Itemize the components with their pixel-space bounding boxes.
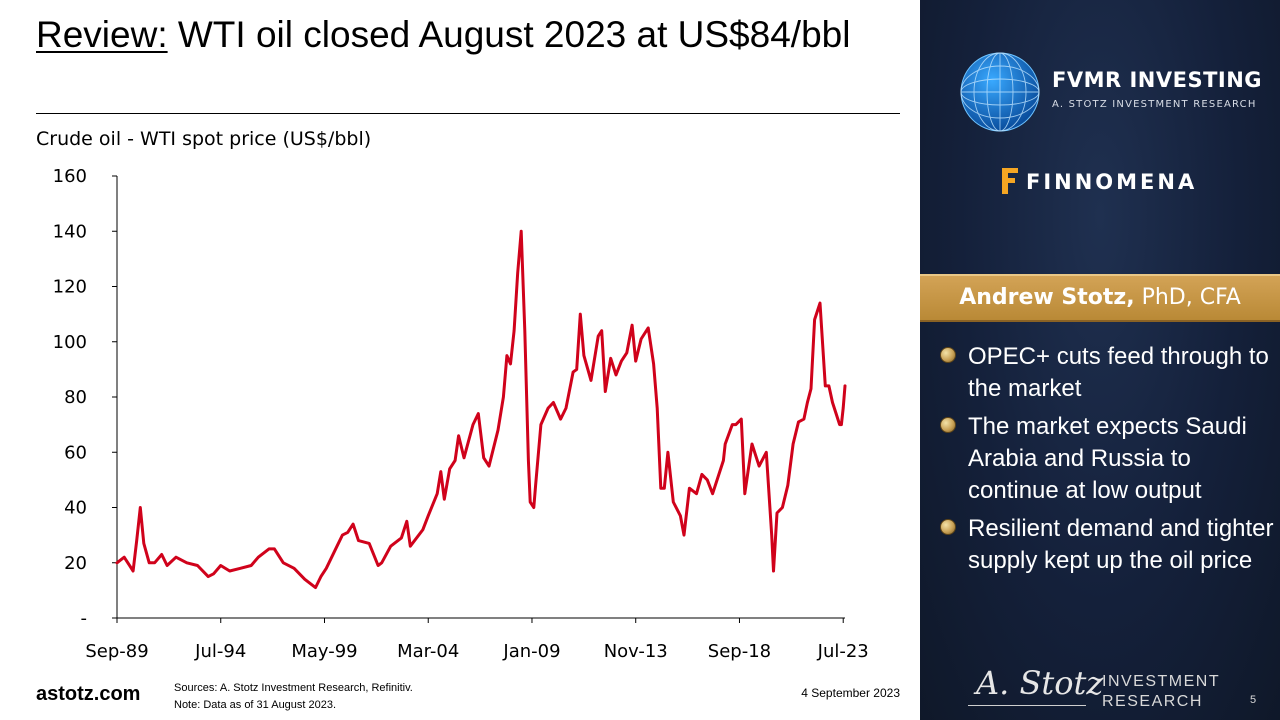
wti-price-chart: - 20 40 60 80 100 120 140 160 Sep-89 Jul-94 May-99 M…: [53, 166, 869, 662]
title-prefix: Review:: [36, 14, 168, 55]
key-point-text: The market expects Saudi Arabia and Russ…: [968, 413, 1247, 504]
bullet-dot-icon: [940, 347, 956, 363]
y-tick-label: 160: [53, 166, 87, 187]
y-tick-label: 60: [64, 442, 87, 463]
bullet-dot-icon: [940, 417, 956, 433]
signature-logo: A. Stotz: [976, 664, 1104, 702]
key-point-text: OPEC+ cuts feed through to the market: [968, 343, 1269, 402]
author-banner: Andrew Stotz, PhD, CFA: [920, 274, 1280, 322]
y-tick-label: 80: [64, 387, 87, 408]
title-rest: WTI oil closed August 2023 at US$84/bbl: [167, 14, 851, 55]
x-tick-label: May-99: [291, 641, 357, 662]
y-tick-label: 20: [64, 553, 87, 574]
finnomena-brand-name: FINNOMENA: [1026, 170, 1198, 194]
investment-research-wordmark: INVESTMENT RESEARCH: [1102, 672, 1220, 712]
side-panel: FVMR INVESTING A. STOTZ INVESTMENT RESEA…: [920, 0, 1280, 720]
fvmr-brand-subtitle: A. STOTZ INVESTMENT RESEARCH: [1052, 99, 1257, 110]
wti-price-line: [115, 229, 847, 590]
note-line: Note: Data as of 31 August 2023.: [174, 699, 337, 711]
y-tick-label: 120: [53, 277, 87, 298]
y-tick-label: -: [81, 608, 88, 629]
finnomena-f-icon: [1002, 168, 1018, 194]
key-point: OPEC+ cuts feed through to the market: [938, 341, 1278, 405]
chart-title: Crude oil - WTI spot price (US$/bbl): [36, 128, 372, 150]
y-tick-label: 140: [53, 221, 87, 242]
bullet-dot-icon: [940, 519, 956, 535]
x-tick-label: Sep-89: [85, 641, 148, 662]
author-name: Andrew Stotz,: [959, 285, 1135, 310]
wordmark-line-2: RESEARCH: [1102, 693, 1203, 710]
y-tick-label: 40: [64, 498, 87, 519]
y-tick-label: 100: [53, 332, 87, 353]
x-tick-label: Mar-04: [397, 641, 459, 662]
x-tick-label: Jul-23: [817, 641, 869, 662]
wordmark-line-1: INVESTMENT: [1102, 673, 1221, 690]
fvmr-brand-name: FVMR INVESTING: [1052, 68, 1263, 92]
title-divider: [36, 113, 900, 114]
footer-website[interactable]: astotz.com: [36, 683, 141, 705]
signature-underline: [968, 705, 1086, 706]
x-tick-label: Jan-09: [502, 641, 560, 662]
key-point: The market expects Saudi Arabia and Russ…: [938, 411, 1278, 507]
x-tick-label: Sep-18: [708, 641, 771, 662]
x-tick-label: Nov-13: [604, 641, 668, 662]
x-tick-label: Jul-94: [194, 641, 246, 662]
author-credentials: PhD, CFA: [1134, 285, 1241, 310]
globe-icon: [960, 52, 1040, 132]
key-point-text: Resilient demand and tighter supply kept…: [968, 515, 1274, 574]
sources-line: Sources: A. Stotz Investment Research, R…: [174, 682, 413, 694]
footer-date: 4 September 2023: [801, 686, 900, 700]
footer-sources: Sources: A. Stotz Investment Research, R…: [174, 680, 574, 714]
key-point: Resilient demand and tighter supply kept…: [938, 513, 1278, 577]
key-points-list: OPEC+ cuts feed through to the market Th…: [938, 341, 1278, 583]
page-number: 5: [1250, 694, 1257, 706]
slide-title: Review: WTI oil closed August 2023 at US…: [36, 12, 896, 57]
